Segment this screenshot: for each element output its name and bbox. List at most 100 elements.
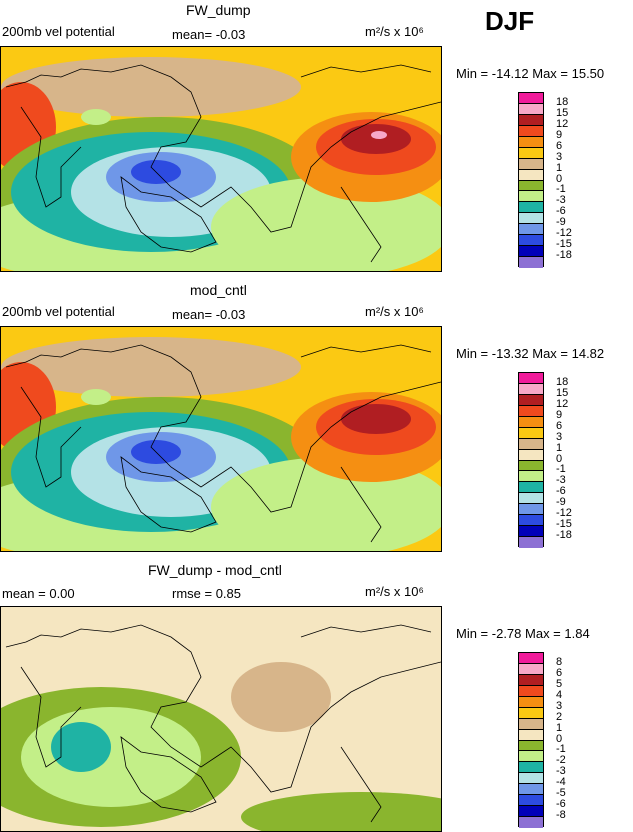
colorbar-swatch xyxy=(519,136,543,148)
colorbar-swatch xyxy=(519,246,543,258)
colorbar-swatch xyxy=(519,762,543,774)
colorbar-tick-label: -8 xyxy=(556,809,566,822)
colorbar-swatch xyxy=(519,482,543,494)
field-region xyxy=(231,662,331,732)
colorbar-swatch xyxy=(519,674,543,686)
colorbar-tick-label: -18 xyxy=(556,249,572,262)
panel3-title: FW_dump - mod_cntl xyxy=(148,562,282,578)
colorbar-tick-label: 6 xyxy=(556,139,563,152)
field-region xyxy=(81,389,111,405)
field-region xyxy=(241,792,441,831)
colorbar-tick-label: 18 xyxy=(556,375,569,388)
colorbar-swatch xyxy=(519,383,543,395)
field-region xyxy=(21,707,201,807)
field-region xyxy=(81,109,111,125)
colorbar-tick-label: 0 xyxy=(556,452,563,465)
colorbar-swatch xyxy=(519,718,543,730)
colorbar-swatch xyxy=(519,93,543,104)
colorbar-tick-label: -2 xyxy=(556,754,566,767)
colorbar-tick-label: 2 xyxy=(556,710,563,723)
colorbar-swatch xyxy=(519,103,543,115)
colorbar-swatch xyxy=(519,806,543,818)
colorbar-tick-label: -15 xyxy=(556,518,572,531)
colorbar-swatch xyxy=(519,685,543,697)
colorbar-swatch xyxy=(519,224,543,236)
panel2-minmax: Min = -13.32 Max = 14.82 xyxy=(456,346,605,361)
colorbar-swatch xyxy=(519,213,543,225)
field-region xyxy=(1,57,301,117)
colorbar-tick-label: 9 xyxy=(556,128,563,141)
colorbar-swatch xyxy=(519,663,543,675)
colorbar-swatch xyxy=(519,373,543,384)
panel1-title: FW_dump xyxy=(186,2,251,18)
field-region xyxy=(51,722,111,772)
colorbar-swatch xyxy=(519,114,543,126)
colorbar-swatch xyxy=(519,416,543,428)
colorbar-swatch xyxy=(519,180,543,192)
colorbar-tick-label: -5 xyxy=(556,787,566,800)
colorbar-tick-label: 12 xyxy=(556,397,569,410)
colorbar-swatch xyxy=(519,493,543,505)
panel3-map xyxy=(0,606,442,832)
colorbar-swatch xyxy=(519,729,543,741)
panel2-colorbar xyxy=(518,372,544,548)
panel3-mean: mean = 0.00 xyxy=(2,586,75,601)
colorbar-swatch xyxy=(519,460,543,472)
colorbar-tick-label: 1 xyxy=(556,721,563,734)
colorbar-tick-label: 6 xyxy=(556,419,563,432)
colorbar-tick-label: 1 xyxy=(556,161,563,174)
colorbar-tick-label: 0 xyxy=(556,172,563,185)
colorbar-tick-label: -1 xyxy=(556,743,566,756)
panel2-units: m²/s x 10⁶ xyxy=(365,304,424,319)
colorbar-tick-label: 3 xyxy=(556,430,563,443)
colorbar-tick-label: 6 xyxy=(556,666,563,679)
field-region xyxy=(341,404,411,434)
coastline xyxy=(5,344,441,543)
colorbar-tick-label: -6 xyxy=(556,485,566,498)
colorbar-tick-label: -6 xyxy=(556,798,566,811)
coastline xyxy=(5,64,441,263)
panel3-minmax: Min = -2.78 Max = 1.84 xyxy=(456,626,590,641)
colorbar-swatch xyxy=(519,191,543,203)
colorbar-swatch xyxy=(519,773,543,785)
colorbar-tick-label: -15 xyxy=(556,238,572,251)
coastline xyxy=(5,624,441,823)
colorbar-swatch xyxy=(519,405,543,417)
panel3-colorbar xyxy=(518,652,544,828)
panel3-rmse: rmse = 0.85 xyxy=(172,586,242,601)
colorbar-swatch xyxy=(519,257,543,268)
colorbar-tick-label: -6 xyxy=(556,205,566,218)
colorbar-tick-label: -3 xyxy=(556,194,566,207)
colorbar-tick-label: 15 xyxy=(556,386,569,399)
colorbar-tick-label: 12 xyxy=(556,117,569,130)
colorbar-swatch xyxy=(519,235,543,247)
colorbar-tick-label: 0 xyxy=(556,732,563,745)
colorbar-tick-label: -3 xyxy=(556,474,566,487)
colorbar-tick-label: -3 xyxy=(556,765,566,778)
panel1-map xyxy=(0,46,442,272)
colorbar-swatch xyxy=(519,515,543,527)
colorbar-swatch xyxy=(519,449,543,461)
panel1-units: m²/s x 10⁶ xyxy=(365,24,424,39)
panel1-minmax: Min = -14.12 Max = 15.50 xyxy=(456,66,605,81)
colorbar-swatch xyxy=(519,125,543,137)
colorbar-swatch xyxy=(519,427,543,439)
colorbar-swatch xyxy=(519,147,543,159)
colorbar-tick-label: 3 xyxy=(556,699,563,712)
colorbar-tick-label: 5 xyxy=(556,677,563,690)
colorbar-tick-label: -18 xyxy=(556,529,572,542)
panel2-mean: mean= -0.03 xyxy=(172,307,246,322)
colorbar-tick-label: -9 xyxy=(556,496,566,509)
colorbar-swatch xyxy=(519,537,543,548)
season-label: DJF xyxy=(485,6,535,36)
colorbar-tick-label: -4 xyxy=(556,776,566,789)
field-region xyxy=(371,131,387,139)
colorbar-swatch xyxy=(519,817,543,828)
panel1-field-label: 200mb vel potential xyxy=(2,24,115,39)
colorbar-tick-label: -12 xyxy=(556,227,572,240)
colorbar-swatch xyxy=(519,696,543,708)
colorbar-tick-label: 4 xyxy=(556,688,563,701)
colorbar-swatch xyxy=(519,795,543,807)
colorbar-swatch xyxy=(519,751,543,763)
field-region xyxy=(1,337,301,397)
